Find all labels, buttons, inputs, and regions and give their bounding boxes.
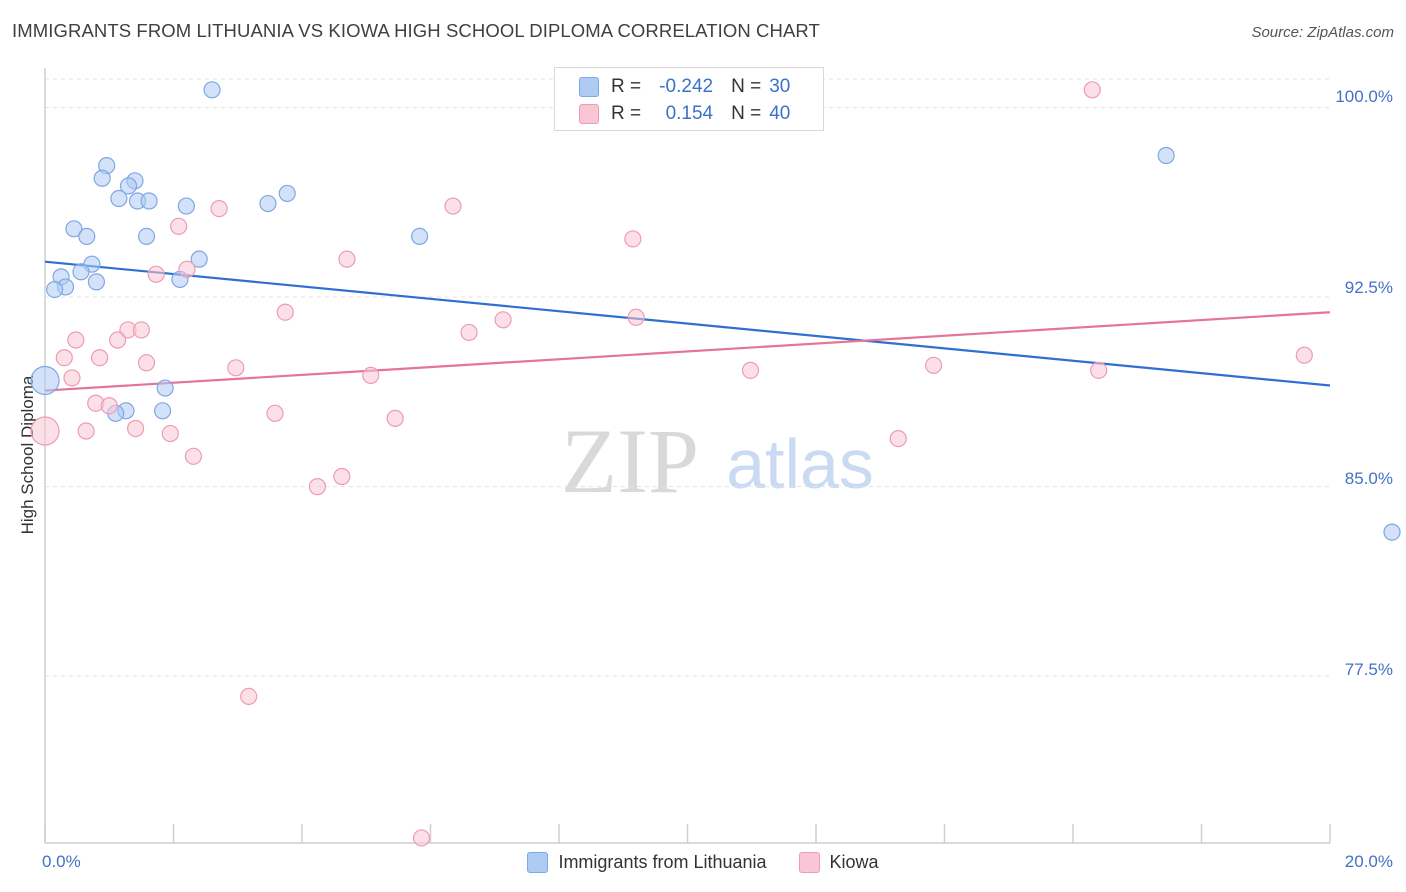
data-point-pink	[1083, 81, 1101, 99]
data-point-blue	[410, 227, 429, 245]
y-tick-label: 92.5%	[1344, 278, 1393, 297]
data-point-pink	[386, 409, 404, 427]
data-point-blue	[190, 250, 208, 268]
legend-row-pink: R = 0.154 N = 40	[579, 102, 790, 126]
data-point-pink	[276, 303, 294, 321]
data-point-pink	[460, 323, 478, 342]
legend-r-value-pink: 0.154	[665, 103, 714, 124]
data-point-pink	[240, 687, 258, 706]
legend-label-kiowa: Kiowa	[829, 852, 879, 872]
data-point-pink	[889, 429, 907, 448]
data-point-pink	[444, 197, 462, 215]
trend-line-pink	[44, 311, 1331, 392]
legend-item-kiowa[interactable]: Kiowa	[798, 852, 879, 873]
legend-swatch-pink	[579, 104, 599, 124]
data-point-blue	[110, 189, 128, 208]
data-point-pink	[55, 349, 73, 367]
trend-layer	[44, 260, 1331, 392]
data-point-blue	[137, 227, 156, 245]
data-point-pink	[100, 397, 118, 415]
point-layer	[30, 81, 1401, 847]
data-point-blue	[93, 169, 111, 187]
legend-r-label: R =	[611, 103, 642, 124]
legend-label-lithuania: Immigrants from Lithuania	[558, 852, 767, 872]
data-point-blue	[177, 197, 195, 215]
data-point-pink	[147, 265, 165, 283]
chart-title: IMMIGRANTS FROM LITHUANIA VS KIOWA HIGH …	[12, 20, 820, 41]
grid-layer	[45, 78, 1330, 677]
series-legend: Immigrants from Lithuania Kiowa	[0, 852, 1406, 873]
data-point-blue	[203, 81, 221, 99]
data-point-pink	[1090, 361, 1108, 379]
x-tick-label: 20.0%	[1344, 852, 1393, 871]
data-point-pink	[63, 369, 81, 387]
data-point-blue	[156, 379, 174, 397]
legend-n-value-pink: 40	[769, 103, 791, 124]
data-point-pink	[1295, 346, 1313, 364]
data-point-pink	[67, 331, 85, 349]
data-point-pink	[77, 422, 95, 440]
data-point-pink	[627, 308, 645, 326]
data-point-blue	[153, 402, 172, 420]
legend-swatch-blue	[527, 852, 549, 873]
data-point-pink	[137, 354, 156, 372]
data-point-blue	[46, 280, 64, 299]
axis-layer	[44, 68, 1331, 844]
legend-row-blue: R = -0.242 N = 30	[579, 75, 790, 99]
trend-line-blue	[44, 260, 1331, 387]
data-point-pink	[494, 311, 512, 329]
data-point-pink	[91, 349, 109, 367]
data-point-pink	[126, 419, 145, 438]
data-point-pink	[170, 217, 188, 235]
legend-swatch-blue	[579, 77, 599, 97]
y-tick-label: 100.0%	[1335, 87, 1393, 106]
data-point-pink	[227, 359, 245, 377]
legend-r-value-blue: -0.242	[659, 76, 714, 97]
data-point-blue	[140, 192, 158, 210]
data-point-blue	[259, 194, 277, 213]
data-point-blue	[1157, 146, 1175, 165]
watermark-atlas: atlas	[726, 425, 874, 503]
data-point-pink	[924, 356, 943, 374]
data-point-pink	[412, 829, 431, 847]
data-point-blue	[72, 263, 90, 281]
data-point-pink	[338, 250, 356, 268]
data-point-blue	[119, 177, 138, 195]
watermark-zip: ZIP	[561, 410, 699, 512]
data-point-pink	[333, 467, 351, 486]
x-tick-label: 0.0%	[42, 852, 81, 871]
legend-item-lithuania[interactable]: Immigrants from Lithuania	[527, 852, 767, 873]
y-tick-label: 85.0%	[1344, 469, 1393, 488]
data-point-blue	[278, 184, 296, 203]
legend-n-value-blue: 30	[769, 76, 791, 97]
legend-n-label: N =	[731, 76, 762, 97]
legend-swatch-pink	[798, 852, 820, 873]
data-point-pink	[178, 260, 196, 278]
data-point-pink	[624, 230, 642, 248]
data-point-pink	[362, 366, 380, 385]
legend-r-label: R =	[611, 76, 642, 97]
data-point-pink	[132, 321, 150, 339]
data-point-blue	[30, 365, 60, 396]
data-point-blue	[1383, 523, 1401, 541]
data-point-pink	[266, 404, 284, 422]
data-point-pink	[184, 447, 203, 465]
data-point-pink	[308, 478, 327, 496]
legend-n-label: N =	[731, 103, 762, 124]
data-point-blue	[65, 220, 83, 238]
data-point-pink	[741, 361, 760, 379]
data-point-blue	[78, 227, 96, 245]
y-tick-label: 77.5%	[1344, 660, 1393, 679]
source-label: Source: ZipAtlas.com	[1251, 24, 1394, 41]
data-point-pink	[210, 199, 228, 218]
correlation-legend: R = -0.242 N = 30 R = 0.154 N = 40	[554, 67, 824, 131]
data-point-pink	[109, 331, 127, 349]
data-point-pink	[161, 424, 179, 443]
data-point-pink	[30, 416, 60, 446]
data-point-blue	[87, 273, 106, 291]
